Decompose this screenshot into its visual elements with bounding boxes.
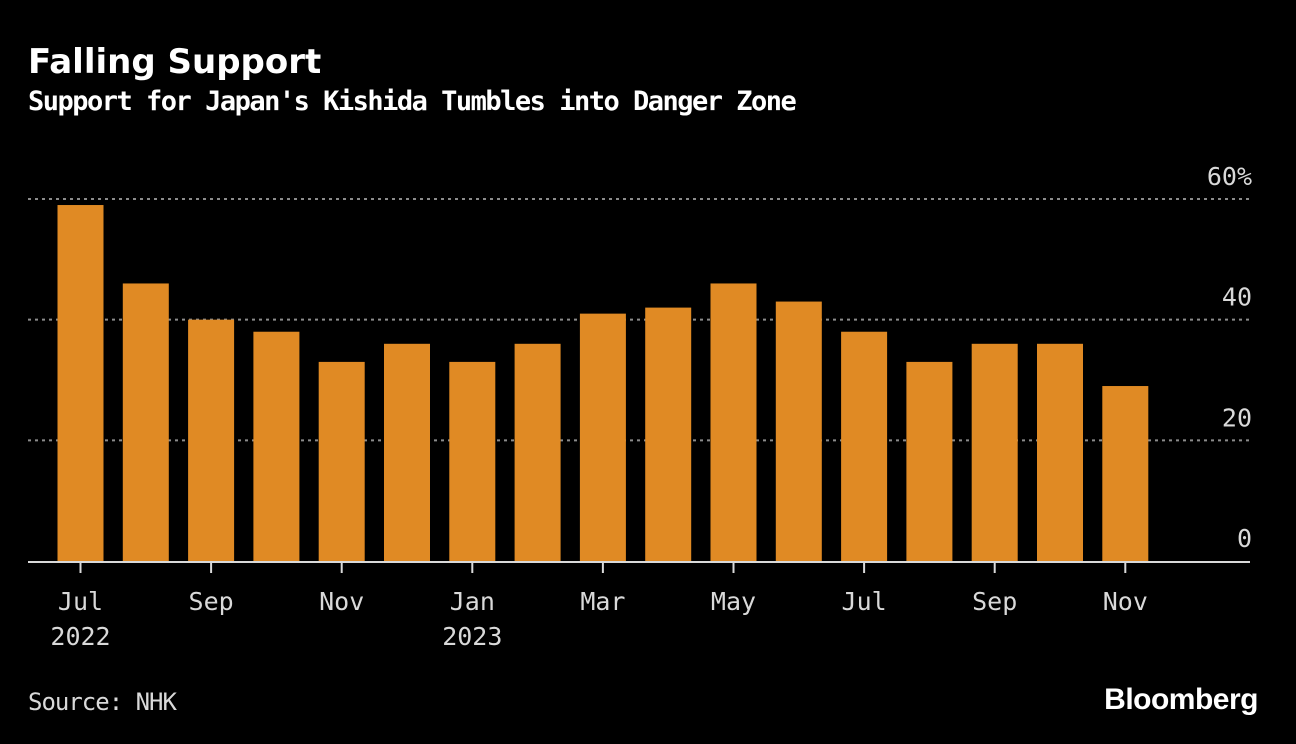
x-tick-label: Nov bbox=[1103, 587, 1148, 616]
source-note: Source: NHK bbox=[28, 688, 177, 716]
bar-oct-2022 bbox=[253, 331, 300, 561]
chart-subtitle: Support for Japan's Kishida Tumbles into… bbox=[28, 86, 797, 117]
bloomberg-logo: Bloomberg bbox=[1104, 683, 1258, 716]
bars bbox=[57, 205, 1149, 562]
y-tick-label: 0 bbox=[1237, 524, 1252, 553]
bar-jul-2022 bbox=[57, 205, 104, 562]
x-tick-label: Jul bbox=[58, 587, 103, 616]
bar-aug-2023 bbox=[906, 361, 953, 561]
bar-nov-2023 bbox=[1102, 386, 1149, 561]
y-axis-labels: 60% 40 20 0 bbox=[1207, 162, 1252, 553]
bar-nov-2022 bbox=[318, 361, 365, 561]
bar-may-2023 bbox=[710, 283, 757, 561]
bar-apr-2023 bbox=[645, 307, 692, 561]
bar-feb-2023 bbox=[514, 343, 561, 561]
bar-jul-2023 bbox=[841, 331, 888, 561]
x-tick-year-label: 2022 bbox=[50, 622, 110, 651]
y-tick-label: 60% bbox=[1207, 162, 1252, 191]
x-tick-label: Jul bbox=[842, 587, 887, 616]
x-tick-label: Jan bbox=[450, 587, 495, 616]
bar-jun-2023 bbox=[775, 301, 822, 561]
bar-aug-2022 bbox=[122, 283, 169, 561]
x-tick-label: Sep bbox=[972, 587, 1017, 616]
x-tick-label: Sep bbox=[189, 587, 234, 616]
bar-sep-2023 bbox=[971, 343, 1018, 561]
y-tick-label: 20 bbox=[1222, 403, 1252, 432]
x-tick-label: Nov bbox=[319, 587, 364, 616]
bar-dec-2022 bbox=[384, 343, 430, 561]
x-axis-labels: Jul 2022 Sep Nov Jan 2023 Mar May Jul Sep Nov bbox=[50, 587, 1147, 651]
bar-oct-2023 bbox=[1037, 343, 1083, 561]
y-tick-label: 40 bbox=[1222, 283, 1252, 312]
x-tick-label: Mar bbox=[580, 587, 625, 616]
bar-sep-2022 bbox=[188, 319, 235, 561]
chart-title: Falling Support bbox=[28, 42, 322, 82]
x-axis bbox=[28, 561, 1250, 573]
bar-jan-2023 bbox=[449, 361, 496, 561]
x-tick-year-label: 2023 bbox=[442, 622, 502, 651]
bar-mar-2023 bbox=[579, 313, 626, 561]
x-tick-label: May bbox=[711, 587, 756, 616]
